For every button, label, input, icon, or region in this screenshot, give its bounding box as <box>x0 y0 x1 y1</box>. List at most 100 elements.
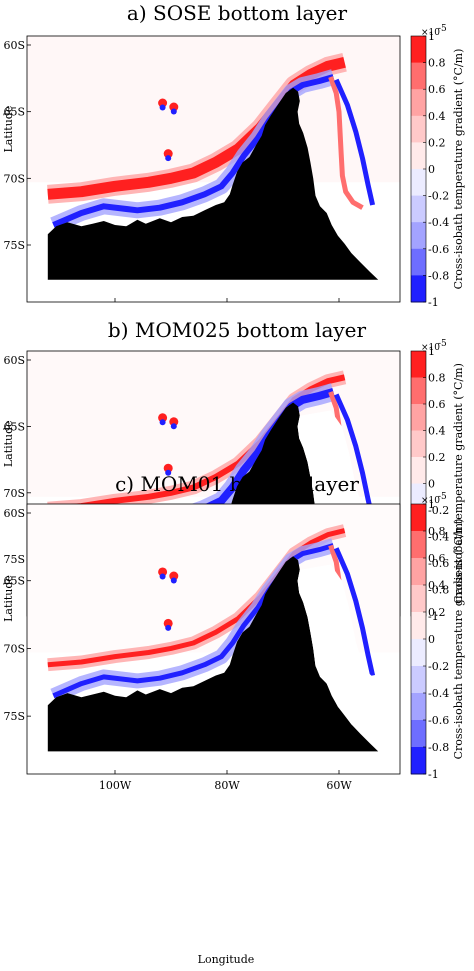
colorbar-bin <box>411 457 426 484</box>
colorbar-tick-label: -0.6 <box>428 714 449 727</box>
seamount-cold-lobe <box>165 469 172 476</box>
colorbar-bin <box>411 693 426 721</box>
seamount-cold-lobe <box>165 624 172 631</box>
colorbar-bin <box>411 222 426 250</box>
colorbar-tick-label: -0.6 <box>428 557 449 570</box>
colorbar-tick-label: -1 <box>428 768 439 781</box>
colorbar-bin <box>411 351 426 378</box>
x-tick-label: 80W <box>214 779 240 792</box>
colorbar-tick-label: -0.8 <box>428 741 449 754</box>
colorbar-multiplier: ×10 <box>421 343 440 353</box>
land-mask <box>47 87 379 280</box>
y-axis-label: Latitude <box>2 575 15 622</box>
y-tick-label: 75S <box>3 710 25 723</box>
colorbar-tick-label: 0 <box>428 478 435 491</box>
y-axis-label: Latitude <box>2 106 15 153</box>
colorbar-tick-label: 0.4 <box>428 579 446 592</box>
colorbar-tick-label: -0.6 <box>428 243 449 256</box>
colorbar-tick-label: -0.2 <box>428 660 449 673</box>
colorbar-bin <box>411 169 426 197</box>
y-axis-label: Latitude <box>2 420 15 467</box>
colorbar-multiplier: ×10 <box>421 496 440 506</box>
colorbar-tick-label: 1 <box>428 498 435 511</box>
colorbar-bin <box>411 115 426 143</box>
y-tick-label: 65S <box>3 106 25 119</box>
seamount-warm-lobe <box>163 149 173 159</box>
east-branch-warm <box>328 76 364 210</box>
panel-title: b) MOM025 bottom layer <box>108 318 367 342</box>
seamount-warm-lobe <box>169 417 179 427</box>
colorbar-label: Cross-isobath temperature gradient (°C/m… <box>452 49 465 290</box>
seamount-warm-lobe <box>158 413 168 423</box>
colorbar-tick-label: 0 <box>428 163 435 176</box>
y-tick-label: 75S <box>3 239 25 252</box>
seamount-warm-lobe <box>169 102 179 112</box>
x-axis-label: Longitude <box>198 953 255 966</box>
colorbar-bin <box>411 639 426 667</box>
colorbar-tick-label: -1 <box>428 296 439 309</box>
colorbar-bin <box>411 558 426 586</box>
colorbar-tick-label: 0.8 <box>428 372 446 385</box>
seamount-warm-lobe <box>158 98 168 108</box>
masked-region <box>297 564 384 752</box>
colorbar-tick-label: -0.4 <box>428 531 449 544</box>
colorbar-bin <box>411 666 426 694</box>
map-area <box>27 504 400 774</box>
colorbar-tick-label: -0.4 <box>428 216 449 229</box>
colorbar-tick-label: 0.8 <box>428 525 446 538</box>
colorbar-bin <box>411 585 426 613</box>
land-mask <box>47 556 379 752</box>
colorbar-bin <box>411 142 426 170</box>
axes-frame <box>26 503 401 775</box>
y-tick-label: 60S <box>3 39 25 52</box>
colorbar: 1 0.8 0.6 0.4 0.2 0 -0.2 -0.4 -0.6 -0.8 -1 ×10-5 Cro… <box>410 492 465 781</box>
colorbar-tick-label: -0.4 <box>428 687 449 700</box>
colorbar-bin <box>411 720 426 748</box>
colorbar-bin <box>411 430 426 458</box>
colorbar-tick-label: 0.4 <box>428 110 446 123</box>
east-branch-cold <box>333 547 376 677</box>
colorbar-bin <box>411 36 426 64</box>
colorbar-label: Cross-isobath temperature gradient (°C/m… <box>452 519 465 760</box>
colorbar-multiplier: ×10 <box>421 28 440 38</box>
y-tick-label: 70S <box>3 642 25 655</box>
colorbar-bin <box>411 531 426 559</box>
chart-panel-1: a) SOSE bottom layer 60S 65S 70S 75S Latitude… <box>2 1 465 309</box>
colorbar-tick-label: 0.6 <box>428 398 446 411</box>
y-tick-label: 70S <box>3 487 25 500</box>
y-tick-label: 65S <box>3 575 25 588</box>
colorbar-bin <box>411 404 426 431</box>
seamount-cold-lobe <box>159 419 166 426</box>
y-tick-label: 60S <box>3 354 25 367</box>
map-area <box>27 36 400 302</box>
colorbar-bin <box>411 195 426 223</box>
colorbar-tick-label: 1 <box>428 30 435 43</box>
colorbar-tick-label: -1 <box>428 610 439 623</box>
colorbar-tick-label: 0.6 <box>428 83 446 96</box>
seamount-warm-lobe <box>163 463 173 473</box>
axes-frame <box>26 35 401 303</box>
colorbar-tick-label: 0.2 <box>428 451 446 464</box>
panel-title: c) MOM01 bottom layer <box>115 472 359 496</box>
seamount-warm-lobe <box>158 567 168 577</box>
chart-panel-3: c) MOM01 bottom layer 60S 65S 70S 75S Latitud… <box>2 472 465 966</box>
colorbar-exponent: -5 <box>438 24 447 34</box>
seamount-warm-lobe <box>163 618 173 628</box>
east-branch-cold <box>333 78 376 206</box>
colorbar-bin <box>411 62 426 90</box>
colorbar-bin <box>411 612 426 640</box>
colorbar-tick-label: 1 <box>428 345 435 358</box>
colorbar-tick-label: 0.2 <box>428 606 446 619</box>
colorbar-tick-label: -0.2 <box>428 504 449 517</box>
colorbar-bin <box>411 747 426 775</box>
colorbar-bin <box>411 275 426 303</box>
y-tick-label: 60S <box>3 507 25 520</box>
colorbar-tick-label: 0 <box>428 633 435 646</box>
x-tick-label: 60W <box>326 779 352 792</box>
colorbar-tick-label: -0.8 <box>428 584 449 597</box>
seamount-cold-lobe <box>170 423 177 430</box>
colorbar-tick-label: 0.4 <box>428 425 446 438</box>
y-tick-label: 65S <box>3 420 25 433</box>
y-tick-label: 70S <box>3 172 25 185</box>
seamount-cold-lobe <box>170 108 177 115</box>
